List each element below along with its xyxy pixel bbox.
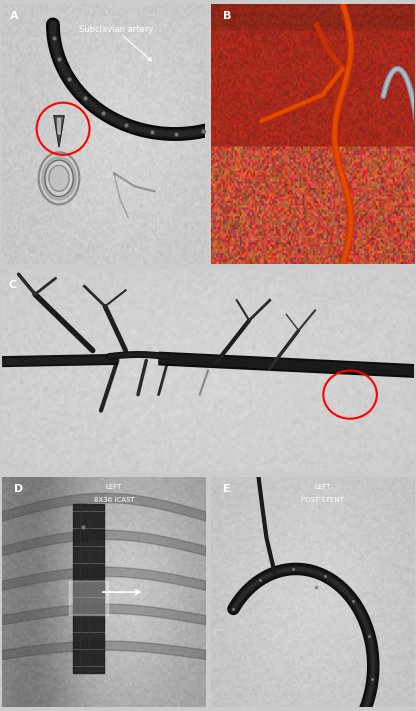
Text: A: A <box>10 11 19 21</box>
Text: 8X36 iCAST: 8X36 iCAST <box>94 498 134 503</box>
Polygon shape <box>57 118 61 134</box>
Circle shape <box>49 165 69 191</box>
Text: E: E <box>223 483 230 493</box>
Polygon shape <box>54 116 64 147</box>
Text: POST STENT: POST STENT <box>301 498 344 503</box>
Text: LEFT: LEFT <box>314 483 331 490</box>
Text: D: D <box>14 483 24 493</box>
Text: Subclavian artery: Subclavian artery <box>79 25 153 61</box>
Text: B: B <box>223 11 231 21</box>
Text: C: C <box>8 280 16 290</box>
Text: LEFT: LEFT <box>106 483 122 490</box>
